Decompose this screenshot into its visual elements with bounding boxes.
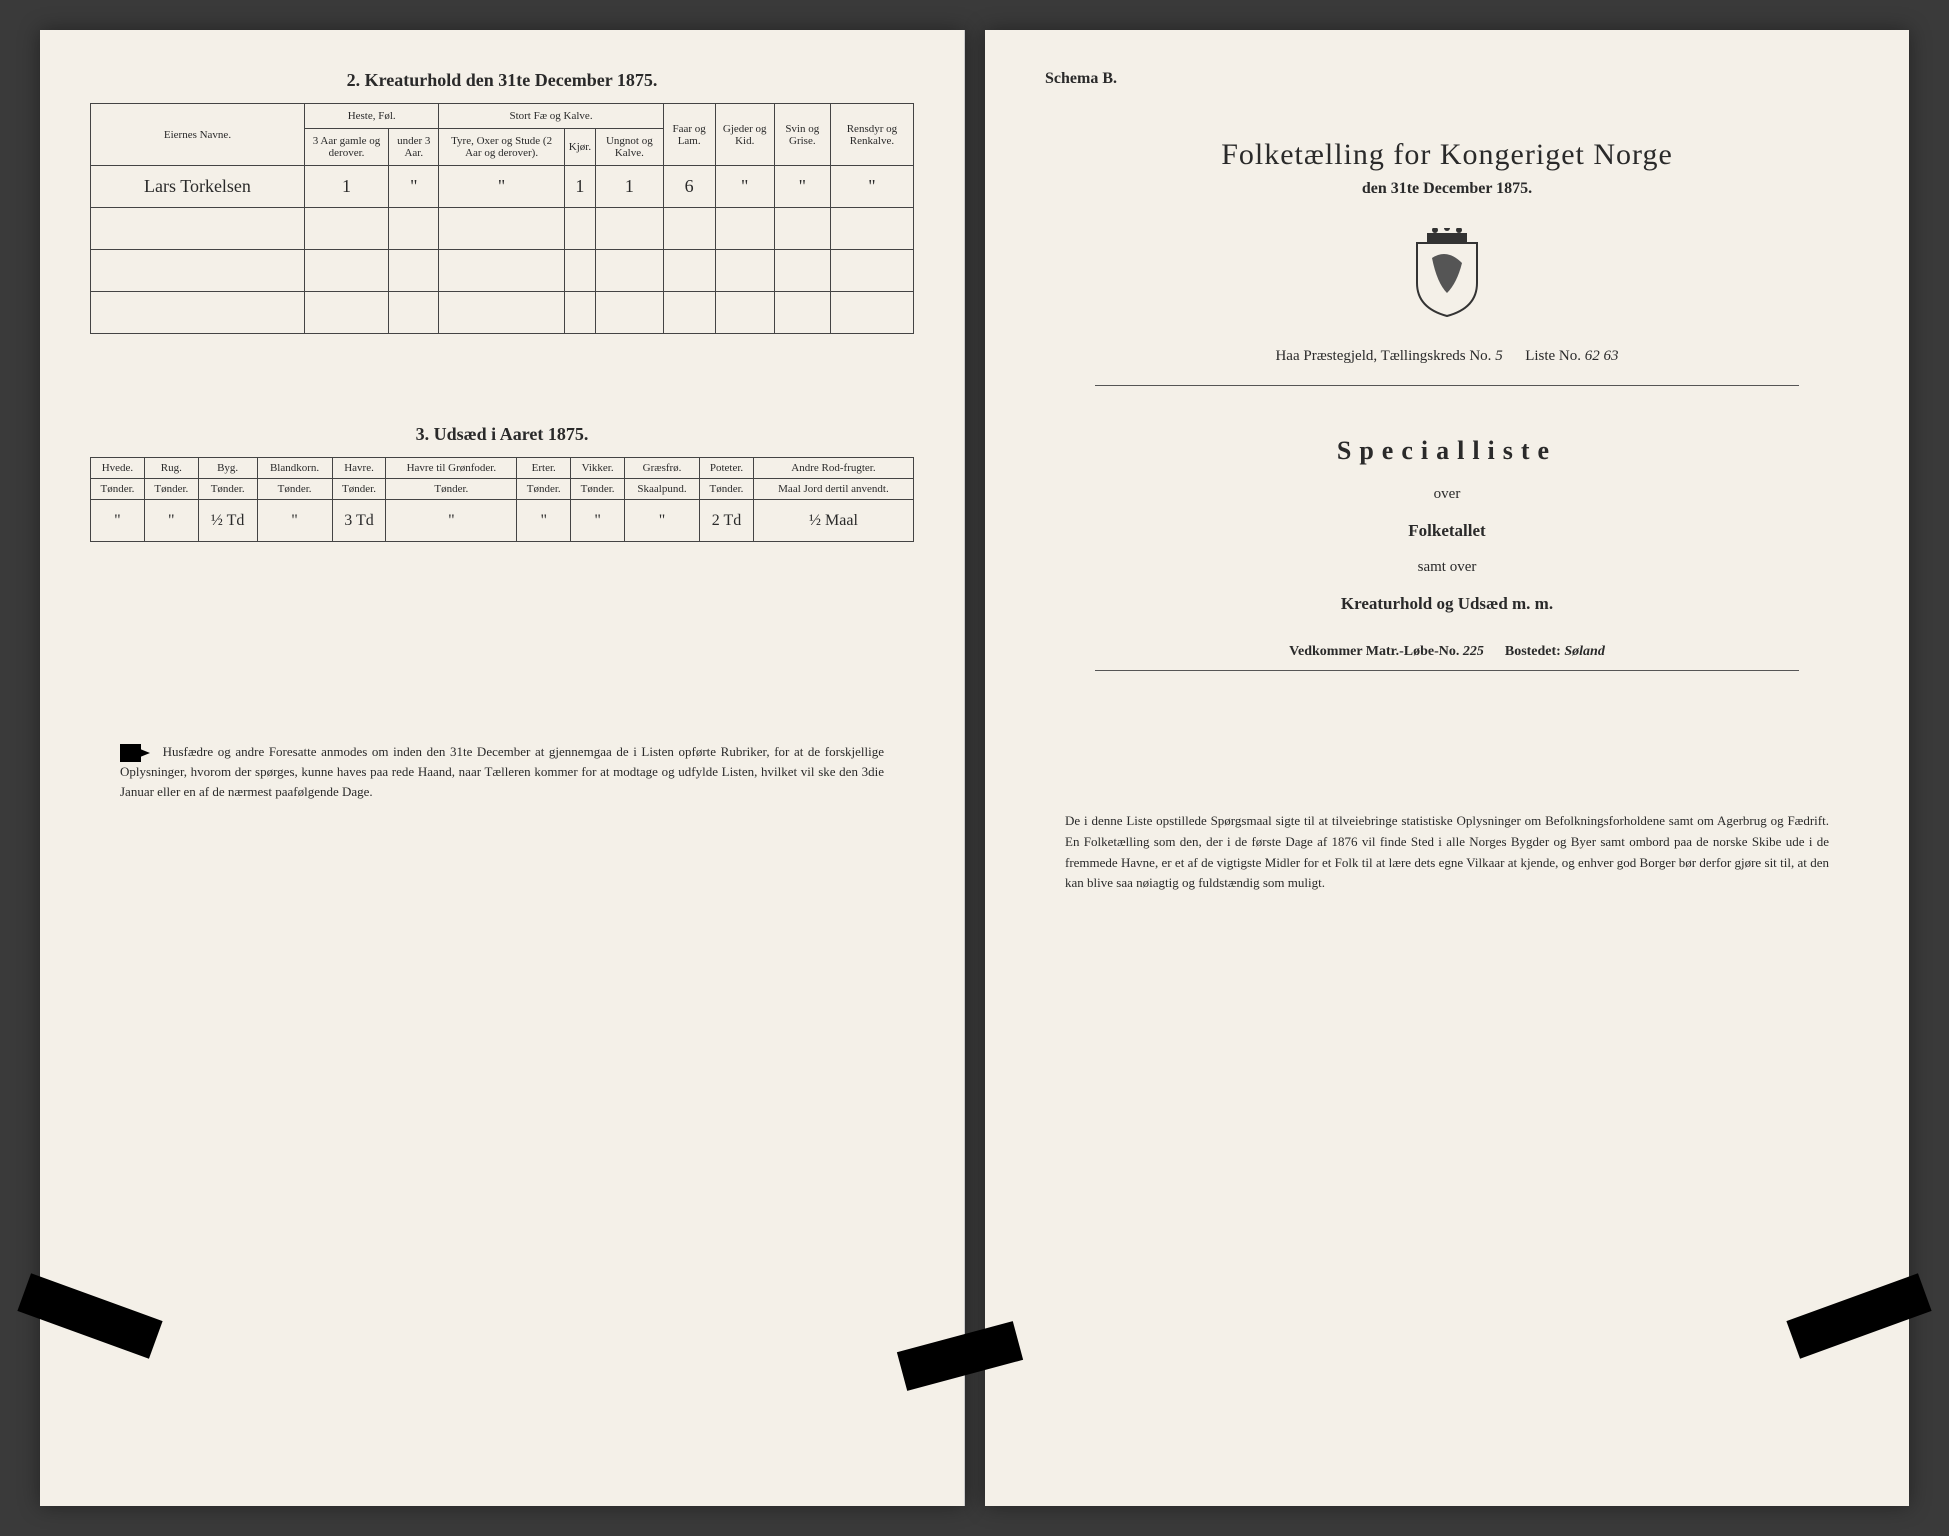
section-2-title: 2. Kreaturhold den 31te December 1875. <box>90 70 914 91</box>
livestock-table: Eiernes Navne. Heste, Føl. Stort Fæ og K… <box>90 103 914 334</box>
sub-h1: 3 Aar gamle og derover. <box>304 129 388 166</box>
cell: 2 Td <box>700 500 754 542</box>
cell: ½ Maal <box>753 500 913 542</box>
parish-prefix: Haa Præstegjeld, Tællingskreds No. <box>1275 348 1491 364</box>
col: Andre Rod-frugter. <box>753 458 913 479</box>
sub-s3: Ungnot og Kalve. <box>596 129 664 166</box>
cell: " <box>830 166 913 208</box>
cell: " <box>386 500 517 542</box>
samt-label: samt over <box>1035 559 1859 576</box>
vedk-value: 225 <box>1463 644 1484 659</box>
left-page: 2. Kreaturhold den 31te December 1875. E… <box>40 30 965 1506</box>
cell: " <box>91 500 145 542</box>
unit: Tønder. <box>257 479 332 500</box>
cell: " <box>144 500 198 542</box>
unit: Tønder. <box>144 479 198 500</box>
table-row: " " ½ Td " 3 Td " " " " 2 Td ½ Maal <box>91 500 914 542</box>
col-owner: Eiernes Navne. <box>91 104 305 166</box>
cell: 1 <box>304 166 388 208</box>
col-heste: Heste, Føl. <box>304 104 438 129</box>
right-page: Schema B. Folketælling for Kongeriget No… <box>985 30 1909 1506</box>
col: Havre til Grønfoder. <box>386 458 517 479</box>
col: Græsfrø. <box>625 458 700 479</box>
kreds-value: 5 <box>1495 348 1503 364</box>
cell: 1 <box>596 166 664 208</box>
bosted-label: Bostedet: <box>1505 644 1561 659</box>
unit: Tønder. <box>700 479 754 500</box>
cell: " <box>517 500 571 542</box>
unit: Tønder. <box>517 479 571 500</box>
section-3-title: 3. Udsæd i Aaret 1875. <box>90 424 914 445</box>
unit: Tønder. <box>332 479 386 500</box>
liste-value: 62 63 <box>1585 348 1619 364</box>
unit: Tønder. <box>386 479 517 500</box>
col-stort: Stort Fæ og Kalve. <box>439 104 663 129</box>
bosted-value: Søland <box>1564 644 1604 659</box>
owner-cell: Lars Torkelsen <box>91 166 305 208</box>
cell: " <box>571 500 625 542</box>
table-row <box>91 208 914 250</box>
cell: ½ Td <box>198 500 257 542</box>
census-title: Folketælling for Kongeriget Norge <box>1035 138 1859 172</box>
clip-icon <box>17 1273 162 1358</box>
schema-label: Schema B. <box>1045 70 1859 88</box>
col-svin: Svin og Grise. <box>774 104 830 166</box>
census-subtitle: den 31te December 1875. <box>1035 180 1859 198</box>
cell: " <box>715 166 774 208</box>
divider <box>1095 385 1799 386</box>
table-row <box>91 250 914 292</box>
cell: " <box>439 166 564 208</box>
book-spread: 2. Kreaturhold den 31te December 1875. E… <box>0 0 1949 1536</box>
col-ren: Rensdyr og Renkalve. <box>830 104 913 166</box>
col: Byg. <box>198 458 257 479</box>
col: Erter. <box>517 458 571 479</box>
col-faar: Faar og Lam. <box>663 104 715 166</box>
unit: Tønder. <box>91 479 145 500</box>
folketallet-label: Folketallet <box>1035 521 1859 541</box>
kreatur-label: Kreaturhold og Udsæd m. m. <box>1035 594 1859 614</box>
cell: " <box>625 500 700 542</box>
table-row <box>91 292 914 334</box>
cell: " <box>774 166 830 208</box>
col: Rug. <box>144 458 198 479</box>
vedkommer-line: Vedkommer Matr.-Løbe-No. 225 Bostedet: S… <box>1035 644 1859 660</box>
coat-of-arms-icon <box>1407 228 1487 318</box>
sub-s2: Kjør. <box>564 129 595 166</box>
seed-table: Hvede. Rug. Byg. Blandkorn. Havre. Havre… <box>90 457 914 542</box>
left-footnote: Husfædre og andre Foresatte anmodes om i… <box>90 742 914 801</box>
pointer-icon <box>120 744 150 762</box>
sub-h2: under 3 Aar. <box>389 129 439 166</box>
table-row: Lars Torkelsen 1 " " 1 1 6 " " " <box>91 166 914 208</box>
col: Hvede. <box>91 458 145 479</box>
footnote-text: Husfædre og andre Foresatte anmodes om i… <box>120 744 884 799</box>
specialliste-title: Specialliste <box>1035 436 1859 466</box>
col: Poteter. <box>700 458 754 479</box>
unit: Tønder. <box>571 479 625 500</box>
clip-icon <box>1786 1273 1931 1358</box>
col: Vikker. <box>571 458 625 479</box>
parish-line: Haa Præstegjeld, Tællingskreds No. 5 Lis… <box>1035 348 1859 365</box>
col: Blandkorn. <box>257 458 332 479</box>
col: Havre. <box>332 458 386 479</box>
cell: 6 <box>663 166 715 208</box>
cell: " <box>389 166 439 208</box>
col-gjeder: Gjeder og Kid. <box>715 104 774 166</box>
over-label: over <box>1035 486 1859 503</box>
unit: Skaalpund. <box>625 479 700 500</box>
sub-s1: Tyre, Oxer og Stude (2 Aar og derover). <box>439 129 564 166</box>
unit: Tønder. <box>198 479 257 500</box>
cell: 3 Td <box>332 500 386 542</box>
vedk-label: Vedkommer Matr.-Løbe-No. <box>1289 644 1459 659</box>
liste-label: Liste No. <box>1525 348 1581 364</box>
cell: 1 <box>564 166 595 208</box>
cell: " <box>257 500 332 542</box>
right-footer: De i denne Liste opstillede Spørgsmaal s… <box>1035 811 1859 894</box>
unit: Maal Jord dertil anvendt. <box>753 479 913 500</box>
divider <box>1095 670 1799 671</box>
